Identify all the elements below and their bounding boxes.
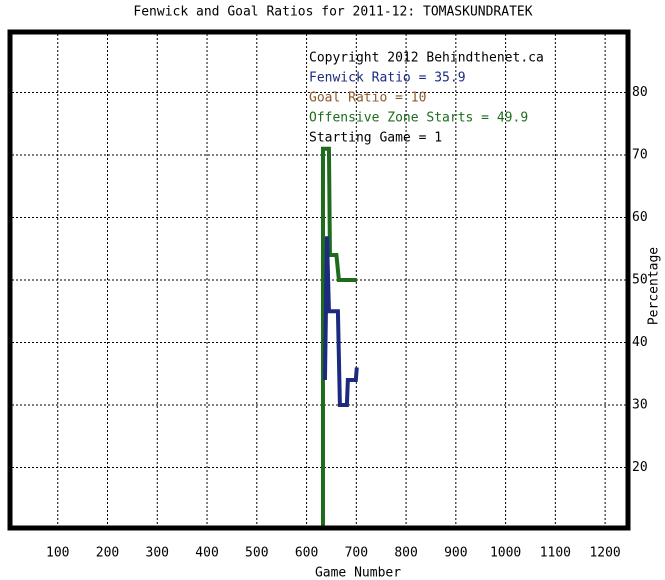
line-series — [322, 236, 359, 407]
annotation: Copyright 2012 Behindthenet.ca — [309, 51, 544, 66]
y-tick-label: 60 — [632, 210, 648, 225]
chart-title: Fenwick and Goal Ratios for 2011-12: TOM… — [133, 5, 532, 20]
x-tick-label: 900 — [444, 546, 467, 561]
x-tick-label: 100 — [46, 546, 69, 561]
x-tick-label: 800 — [394, 546, 417, 561]
x-tick-label: 500 — [245, 546, 268, 561]
x-tick-label: 1000 — [490, 546, 521, 561]
x-tick-label: 1200 — [589, 546, 620, 561]
y-tick-label: 40 — [632, 335, 648, 350]
x-tick-label: 200 — [96, 546, 119, 561]
annotation: Offensive Zone Starts = 49.9 — [309, 111, 528, 126]
y-tick-label: 50 — [632, 273, 648, 288]
annotation: Starting Game = 1 — [309, 131, 442, 146]
line-series — [320, 146, 357, 530]
x-axis-label: Game Number — [315, 566, 401, 580]
y-tick-label: 30 — [632, 398, 648, 413]
y-tick-label: 70 — [632, 148, 648, 163]
x-tick-label: 600 — [295, 546, 318, 561]
x-tick-label: 300 — [146, 546, 169, 561]
x-tick-label: 700 — [345, 546, 368, 561]
y-axis-label: Percentage — [647, 247, 662, 325]
y-tick-label: 80 — [632, 85, 648, 100]
annotation: Goal Ratio = 10 — [309, 91, 426, 106]
x-tick-label: 1100 — [540, 546, 571, 561]
plot-border — [7, 29, 631, 531]
annotation: Fenwick Ratio = 35.9 — [309, 71, 466, 86]
y-tick-label: 20 — [632, 460, 648, 475]
x-tick-label: 400 — [195, 546, 218, 561]
